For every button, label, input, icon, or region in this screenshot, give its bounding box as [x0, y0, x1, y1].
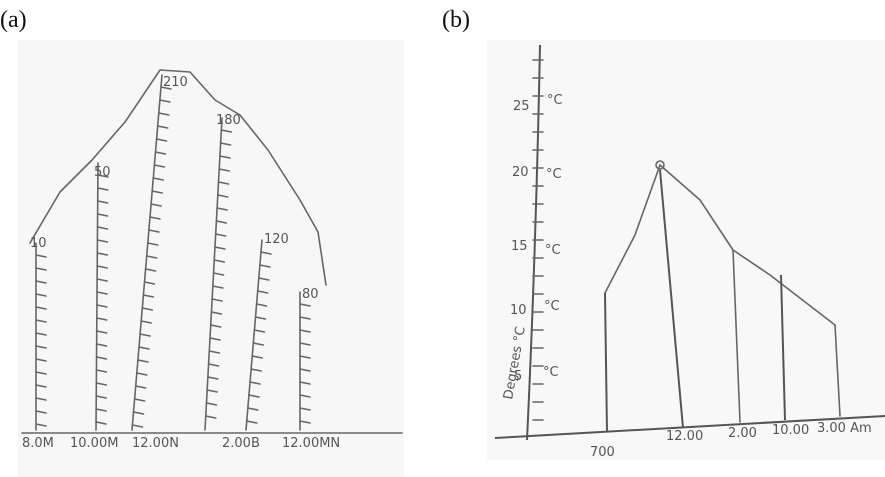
paper [18, 40, 404, 477]
point-label: 180 [216, 113, 241, 128]
x-label: 12.00 [666, 429, 703, 444]
sketch-b: 25 20 15 10 5 °C °C °C °C °C Degrees °C … [487, 40, 885, 460]
x-label: 10.00M [70, 436, 118, 451]
unit-label: °C [544, 299, 560, 314]
unit-label: °C [543, 365, 559, 380]
point-label: 80 [302, 287, 319, 302]
y-tick-label: 15 [511, 239, 528, 254]
x-label: 8.0M [22, 436, 54, 451]
x-label: 700 [590, 445, 615, 460]
y-tick-label: 20 [512, 165, 529, 180]
point-label: 10 [30, 236, 47, 251]
unit-label: °C [547, 93, 563, 108]
y-ticks [533, 60, 543, 420]
sketch-a: 10 50 210 180 120 80 8.0M 10.00M 12.00N … [18, 40, 404, 477]
panel-label: (b) [442, 7, 470, 33]
x-label: 2.00B [222, 436, 260, 451]
point-label: 120 [264, 232, 289, 247]
x-label: 12.00N [132, 436, 179, 451]
unit-label: °C [545, 243, 561, 258]
point-label: 210 [163, 75, 188, 90]
y-tick-label: 10 [510, 303, 527, 318]
point-label: 50 [94, 165, 111, 180]
x-label: 10.00 [772, 423, 809, 438]
x-label: 3.00 Am [817, 421, 872, 436]
y-tick-label: 25 [513, 99, 530, 114]
x-label: 12.00MN [282, 436, 340, 451]
panel-label: (a) [0, 7, 27, 33]
x-label: 2.00 [728, 426, 757, 441]
unit-label: °C [546, 167, 562, 182]
figure: (a) (b) 10 50 210 180 120 80 8.0M 10.00M… [0, 0, 885, 477]
